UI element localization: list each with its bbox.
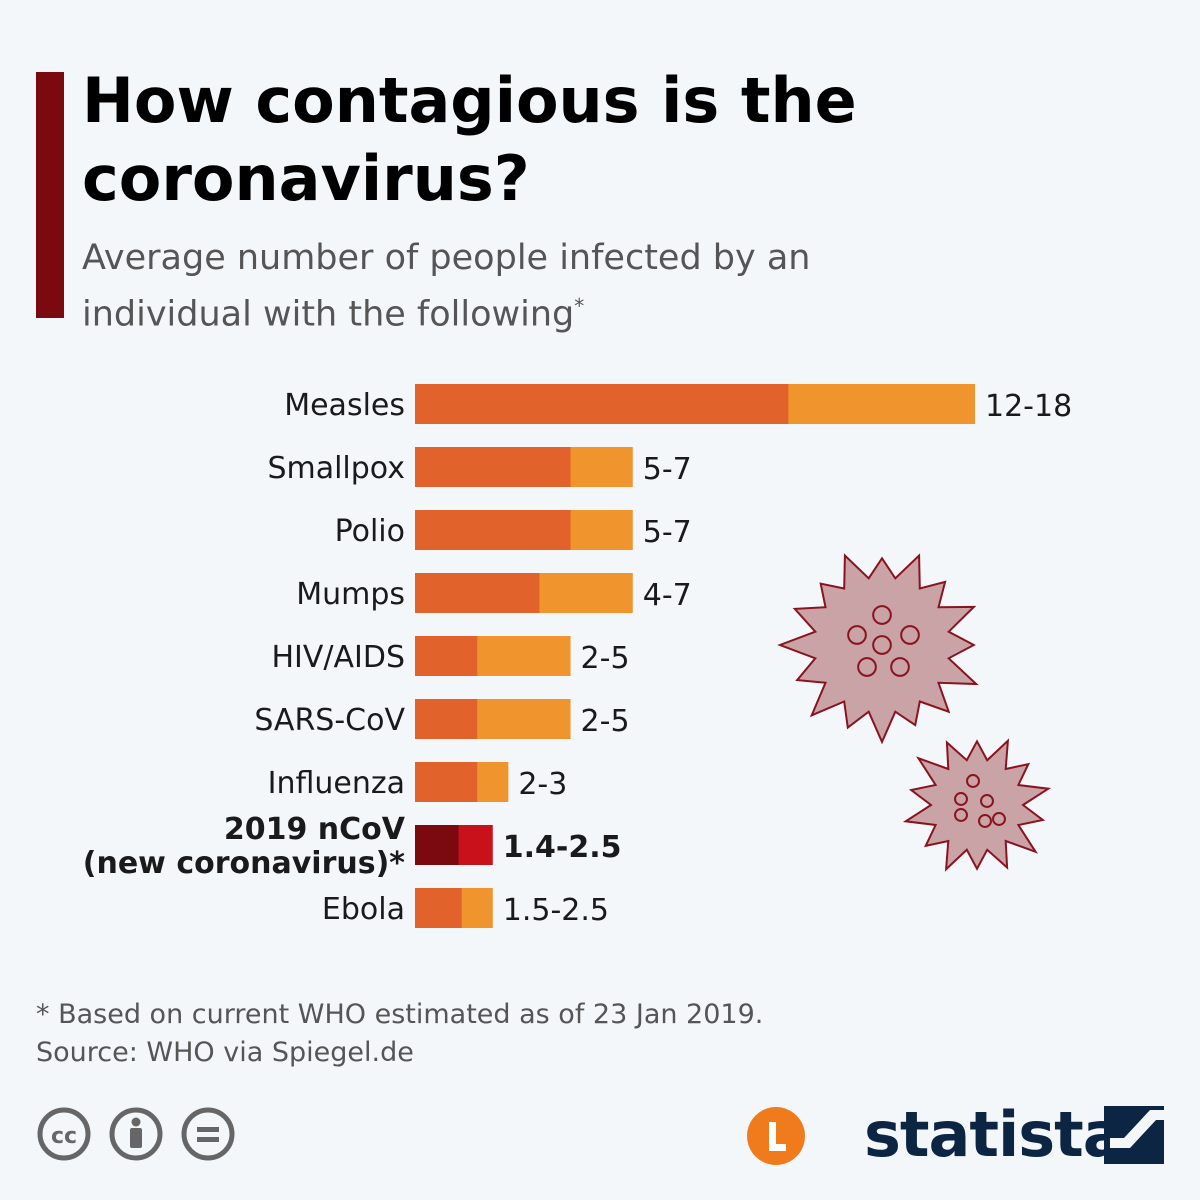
bar-group: Smallpox 5-7 <box>267 447 692 487</box>
virus-icon-small <box>902 738 1052 872</box>
virus-dot <box>980 794 994 808</box>
bar-lower-range <box>415 888 462 928</box>
data-label: 1.5-2.5 <box>503 893 609 928</box>
category-label-line: Influenza <box>268 766 405 801</box>
category-label-line: (new coronavirus)* <box>83 846 406 881</box>
bar-group: HIV/AIDS 2-5 <box>271 636 630 676</box>
virus-core <box>941 769 1013 841</box>
l-badge-icon <box>747 1107 805 1165</box>
attribution-icon[interactable] <box>109 1107 163 1161</box>
no-derivatives-icon[interactable] <box>181 1107 235 1161</box>
category-label: Smallpox <box>267 451 405 486</box>
statista-mark-icon <box>1104 1106 1164 1164</box>
data-label: 4-7 <box>643 578 692 613</box>
data-label: 2-5 <box>581 641 630 676</box>
bar-lower-range <box>415 384 789 424</box>
bar-group: Ebola 1.5-2.5 <box>322 888 609 928</box>
virus-dot <box>954 792 968 806</box>
bar-group: Mumps 4-7 <box>296 573 692 613</box>
virus-dot <box>900 625 920 645</box>
title-accent-bar <box>36 72 64 318</box>
virus-dot <box>890 657 910 677</box>
category-label-line: Polio <box>335 514 405 549</box>
data-label: 12-18 <box>985 389 1072 424</box>
data-label: 1.4-2.5 <box>503 830 622 865</box>
virus-dot <box>954 808 968 822</box>
category-label-line: SARS-CoV <box>254 703 405 738</box>
category-label: SARS-CoV <box>254 703 405 738</box>
data-label: 5-7 <box>643 515 692 550</box>
chart-subtitle-text: Average number of people infected by an … <box>82 238 811 335</box>
cc-icon[interactable]: cc <box>37 1107 91 1161</box>
category-label-line: Mumps <box>296 577 405 612</box>
data-label: 5-7 <box>643 452 692 487</box>
bar-group: 2019 nCoV (new coronavirus)* 1.4-2.5 <box>83 812 622 881</box>
data-label: 2-3 <box>518 767 567 802</box>
bar-lower-range <box>415 510 571 550</box>
footnote-note: * Based on current WHO estimated as of 2… <box>36 999 764 1030</box>
bar-group: Influenza 2-3 <box>268 762 567 802</box>
category-label-line: Measles <box>284 388 405 423</box>
virus-dot <box>872 635 892 655</box>
bar-chart: Measles 12-18 Smallpox 5-7 Polio 5-7 Mumps 4-7 H… <box>83 384 1072 928</box>
category-label: Measles <box>284 388 405 423</box>
virus-dot <box>847 625 867 645</box>
category-label: 2019 nCoV (new coronavirus)* <box>83 812 406 881</box>
bar-lower-range <box>415 762 478 802</box>
category-label-line: Ebola <box>322 892 405 927</box>
footnote-source: Source: WHO via Spiegel.de <box>36 1037 414 1068</box>
chart-title: How contagious is the coronavirus? <box>82 64 857 215</box>
subtitle-footnote-mark: * <box>574 294 585 318</box>
virus-dot <box>992 812 1006 826</box>
virus-core <box>828 591 936 699</box>
virus-dot <box>872 605 892 625</box>
category-label: HIV/AIDS <box>271 640 405 675</box>
category-label-line: 2019 nCoV <box>224 812 406 847</box>
bar-group: Polio 5-7 <box>335 510 692 550</box>
license-icons: cc <box>37 1107 235 1161</box>
virus-dot <box>857 657 877 677</box>
bar-lower-range <box>415 699 478 739</box>
category-label: Ebola <box>322 892 405 927</box>
virus-dot <box>978 814 992 828</box>
category-label: Influenza <box>268 766 405 801</box>
category-label-line: Smallpox <box>267 451 405 486</box>
data-label: 2-5 <box>581 704 630 739</box>
category-label: Polio <box>335 514 405 549</box>
bar-lower-range <box>415 636 478 676</box>
footnote: * Based on current WHO estimated as of 2… <box>36 996 1036 1072</box>
bar-group: SARS-CoV 2-5 <box>254 699 630 739</box>
bar-lower-range <box>415 447 571 487</box>
svg-text:cc: cc <box>51 1124 77 1149</box>
category-label: Mumps <box>296 577 405 612</box>
bar-lower-range <box>415 825 459 865</box>
bar-group: Measles 12-18 <box>284 384 1072 424</box>
statista-logo: statista <box>864 1098 1125 1171</box>
virus-dot <box>966 774 980 788</box>
virus-icon-large <box>777 553 979 745</box>
bar-lower-range <box>415 573 540 613</box>
chart-subtitle: Average number of people infected by an … <box>82 234 982 339</box>
bars-layer: Measles 12-18 Smallpox 5-7 Polio 5-7 Mumps 4-7 H… <box>83 384 1072 928</box>
category-label-line: HIV/AIDS <box>271 640 405 675</box>
